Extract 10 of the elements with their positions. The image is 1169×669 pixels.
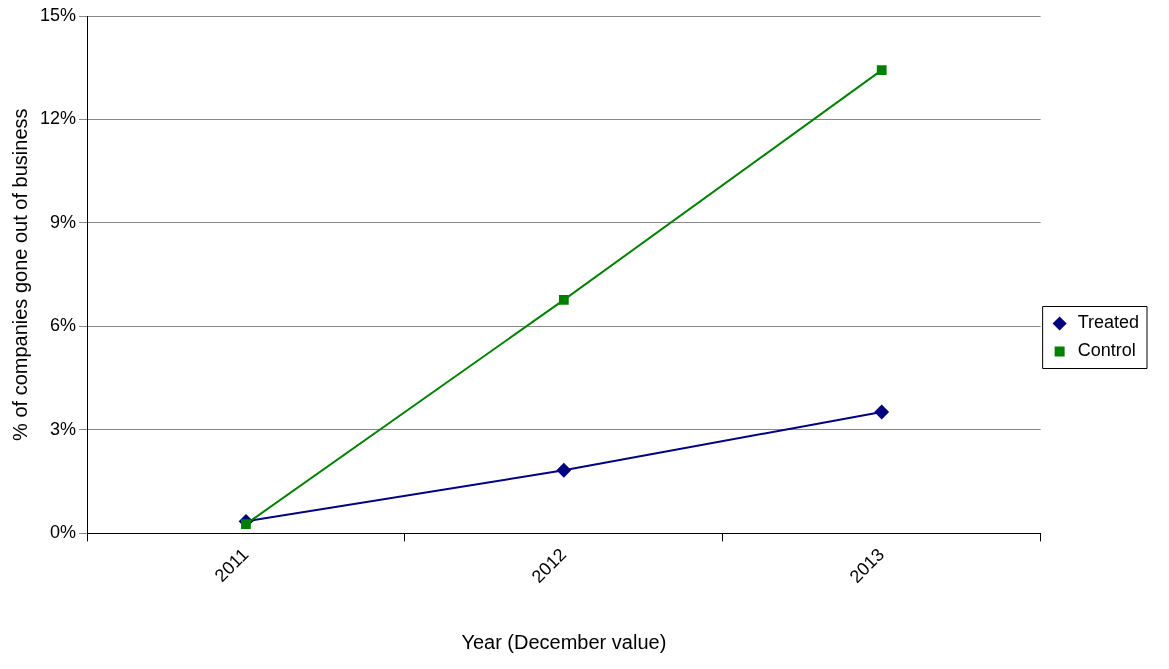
legend-label: Control — [1077, 340, 1136, 361]
legend-label: Treated — [1077, 312, 1140, 333]
y-tick-label: 6% — [50, 315, 77, 336]
y-axis-title: % of companies gone out of business — [8, 108, 31, 441]
y-tick-label: 0% — [50, 522, 77, 543]
y-tick-label: 12% — [40, 108, 77, 129]
y-tick-label: 3% — [50, 418, 77, 439]
x-axis-title: Year (December value) — [461, 630, 667, 653]
y-tick-label: 15% — [40, 4, 77, 25]
y-tick-label: 9% — [50, 211, 77, 232]
